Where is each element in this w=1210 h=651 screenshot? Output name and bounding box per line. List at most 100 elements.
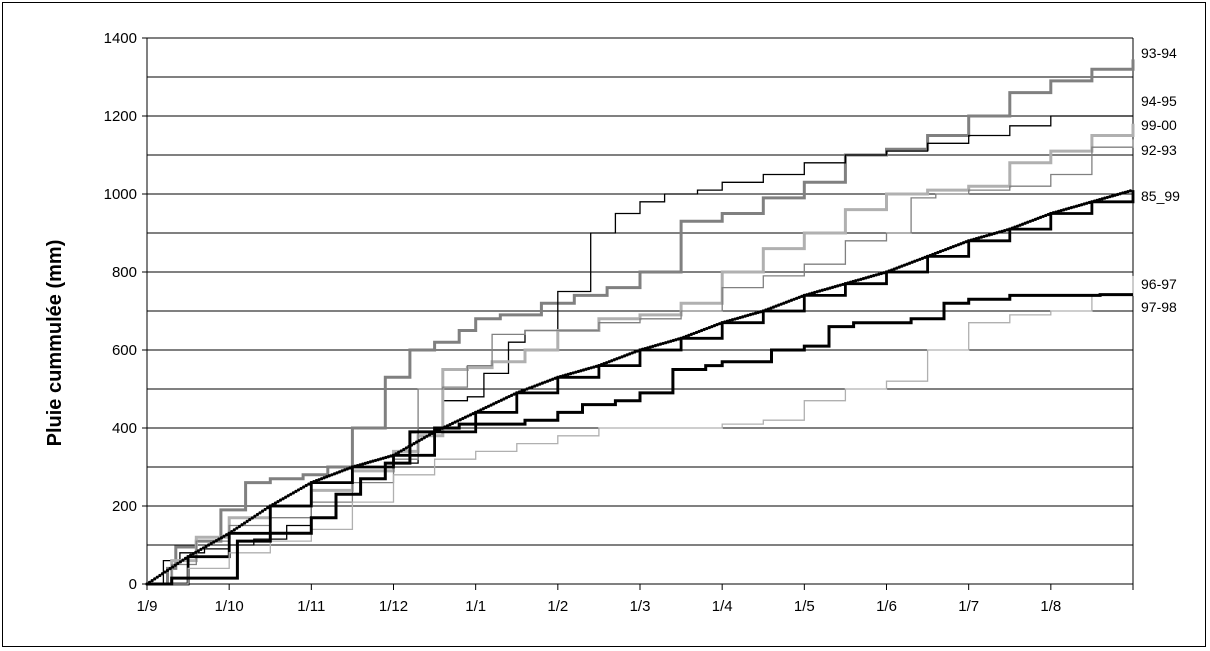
series-label-96-97: 96-97: [1141, 276, 1177, 292]
series-point-85_99: [630, 351, 634, 355]
series-point-85_99: [466, 414, 470, 418]
series-point-85_99: [1126, 189, 1130, 194]
series-point-85_99: [453, 420, 457, 424]
series-point-85_99: [309, 481, 313, 485]
series-point-85_99: [1062, 208, 1066, 212]
x-tick-label: 1/3: [630, 598, 651, 615]
series-point-85_99: [1067, 206, 1071, 210]
series-label-94-95: 94-95: [1141, 93, 1177, 109]
series-line-93-94: [147, 59, 1135, 586]
series-point-85_99: [938, 249, 943, 254]
series-point-85_99: [566, 372, 570, 376]
series-point-85_99: [522, 388, 527, 392]
series-point-85_99: [417, 439, 421, 443]
series-point-85_99: [242, 521, 247, 525]
series-point-85_99: [910, 260, 914, 264]
series-point-85_99: [1064, 207, 1068, 211]
series-point-85_99: [1008, 227, 1012, 231]
series-point-85_99: [813, 290, 817, 295]
series-point-85_99: [1054, 210, 1058, 214]
series-point-85_99: [995, 231, 999, 235]
series-point-85_99: [605, 361, 609, 365]
series-point-85_99: [895, 266, 899, 270]
series-point-85_99: [956, 243, 960, 247]
series-point-85_99: [887, 269, 891, 273]
series-point-85_99: [353, 464, 357, 468]
series-point-85_99: [615, 357, 619, 361]
series-point-85_99: [340, 469, 344, 473]
series-point-85_99: [653, 344, 658, 348]
series-point-85_99: [332, 472, 337, 476]
series-point-85_99: [643, 346, 647, 351]
series-point-85_99: [900, 264, 904, 268]
series-label-97-98: 97-98: [1141, 299, 1177, 315]
series-point-85_99: [461, 416, 465, 421]
series-point-85_99: [730, 318, 735, 322]
x-tick-label: 1/1: [465, 598, 486, 615]
series-point-85_99: [463, 415, 467, 419]
series-point-85_99: [625, 353, 629, 357]
series-point-85_99: [1072, 205, 1076, 209]
series-point-85_99: [1049, 211, 1053, 216]
series-point-85_99: [967, 239, 971, 243]
series-point-85_99: [1077, 203, 1081, 208]
y-tick-label: 600: [112, 342, 137, 359]
series-point-85_99: [325, 475, 329, 479]
series-point-85_99: [474, 410, 478, 414]
series-point-85_99: [507, 394, 511, 399]
series-point-85_99: [725, 319, 729, 323]
series-point-85_99: [515, 391, 519, 395]
series-point-85_99: [569, 372, 573, 376]
series-point-85_99: [499, 398, 503, 402]
series-point-85_99: [273, 501, 277, 505]
series-point-85_99: [178, 560, 182, 564]
series-point-85_99: [427, 433, 432, 437]
series-point-85_99: [150, 578, 154, 583]
series-point-85_99: [833, 285, 837, 289]
series-point-85_99: [977, 236, 981, 240]
series-point-85_99: [204, 544, 208, 549]
series-point-85_99: [168, 567, 172, 571]
series-point-85_99: [584, 367, 588, 371]
series-point-85_99: [1044, 213, 1048, 218]
series-point-85_99: [171, 565, 175, 569]
series-point-85_99: [1020, 222, 1025, 226]
series-point-85_99: [291, 491, 295, 495]
series-point-85_99: [1003, 228, 1007, 233]
series-point-85_99: [160, 572, 165, 576]
series-point-85_99: [343, 468, 347, 472]
series-point-85_99: [1085, 201, 1089, 205]
series-point-85_99: [961, 241, 966, 245]
series-line-92-93: [147, 139, 1134, 585]
series-point-85_99: [379, 457, 383, 461]
y-tick-label: 0: [129, 576, 137, 593]
series-point-85_99: [497, 399, 501, 404]
series-point-85_99: [1018, 223, 1022, 227]
series-point-85_99: [525, 387, 529, 391]
y-tick-label: 1000: [104, 186, 137, 203]
series-point-85_99: [350, 465, 355, 469]
series-point-85_99: [512, 392, 516, 396]
series-point-85_99: [756, 310, 760, 315]
series-point-85_99: [425, 434, 429, 438]
series-point-85_99: [510, 393, 514, 397]
series-point-85_99: [314, 479, 319, 483]
y-tick-label: 1200: [104, 108, 137, 125]
series-point-85_99: [710, 325, 714, 329]
series-point-85_99: [954, 244, 958, 248]
series-point-85_99: [268, 504, 272, 508]
series-point-85_99: [807, 292, 812, 296]
series-point-85_99: [946, 247, 950, 251]
series-point-85_99: [263, 507, 267, 512]
series-point-85_99: [224, 533, 229, 537]
series-point-85_99: [348, 466, 352, 470]
series-point-85_99: [561, 374, 565, 378]
series-point-85_99: [337, 470, 342, 474]
series-point-85_99: [1015, 224, 1020, 228]
series-point-85_99: [540, 381, 545, 385]
series-point-85_99: [1051, 211, 1056, 215]
series-point-85_99: [597, 364, 601, 368]
series-point-85_99: [771, 305, 776, 309]
series-point-85_99: [774, 304, 778, 308]
series-point-85_99: [671, 338, 675, 343]
